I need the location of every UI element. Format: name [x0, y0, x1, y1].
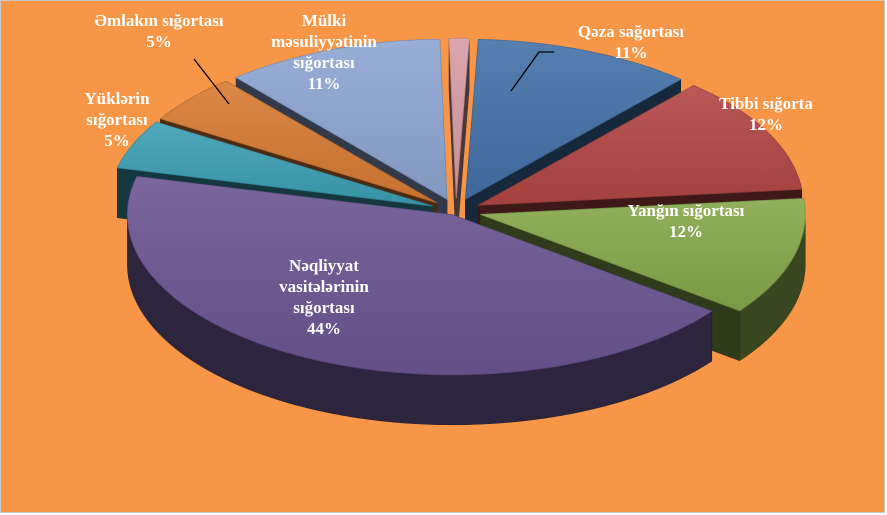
slice-label-line: Əmlakın sığortası — [94, 11, 223, 30]
leader-lines — [193, 51, 554, 105]
slice-label-5: Əmlakın sığortası 5% — [94, 11, 223, 51]
slice-percent: 12% — [669, 222, 703, 241]
slice-sheen — [449, 38, 470, 199]
slice-label-line: Yüklərin — [84, 89, 150, 108]
slice-label-line: Nəqliyyat — [289, 256, 359, 275]
slice-label-0: Qəza sağortası 11% — [578, 22, 685, 62]
slice-sheen — [160, 81, 437, 203]
slice-label-line: sığortası — [293, 53, 355, 72]
slice-percent: 44% — [307, 319, 341, 338]
slice-sheen — [236, 39, 448, 200]
leader-line-5 — [193, 58, 230, 105]
slice-label-4: Yüklərin sığortası 5% — [84, 89, 150, 150]
slice-label-line: vasitələrinin — [279, 277, 369, 296]
slice-label-3: Nəqliyyat vasitələrinin sığortası 44% — [279, 256, 369, 338]
slice-labels: Qəza sağortası 11%Tibbi sığorta 12%Yanğın … — [84, 11, 813, 338]
slice-label-line: məsuliyyətinin — [271, 32, 377, 51]
slice-percent: 5% — [104, 131, 130, 150]
slice-label-line: sığortası — [293, 298, 355, 317]
slice-label-line: sığortası — [86, 110, 148, 129]
slice-label-line: Qəza sağortası — [578, 22, 685, 41]
slice-percent: 11% — [307, 74, 340, 93]
leader-line-0 — [510, 51, 554, 92]
slice-label-2: Yanğın sığortası 12% — [628, 201, 745, 241]
slice-label-1: Tibbi sığorta 12% — [719, 94, 813, 134]
slice-label-6: Mülki məsuliyyətinin sığortası 11% — [271, 11, 377, 93]
slice-label-line: Tibbi sığorta — [719, 94, 813, 113]
slice-percent: 11% — [614, 43, 647, 62]
slice-sheen — [117, 122, 433, 207]
slice-sheen — [127, 176, 712, 375]
slice-label-line: Mülki — [302, 11, 347, 30]
slice-percent: 5% — [146, 32, 172, 51]
slice-label-line: Yanğın sığortası — [628, 201, 745, 220]
slice-sheen — [480, 198, 806, 311]
slice-sheen — [478, 85, 802, 206]
slice-percent: 12% — [749, 115, 783, 134]
